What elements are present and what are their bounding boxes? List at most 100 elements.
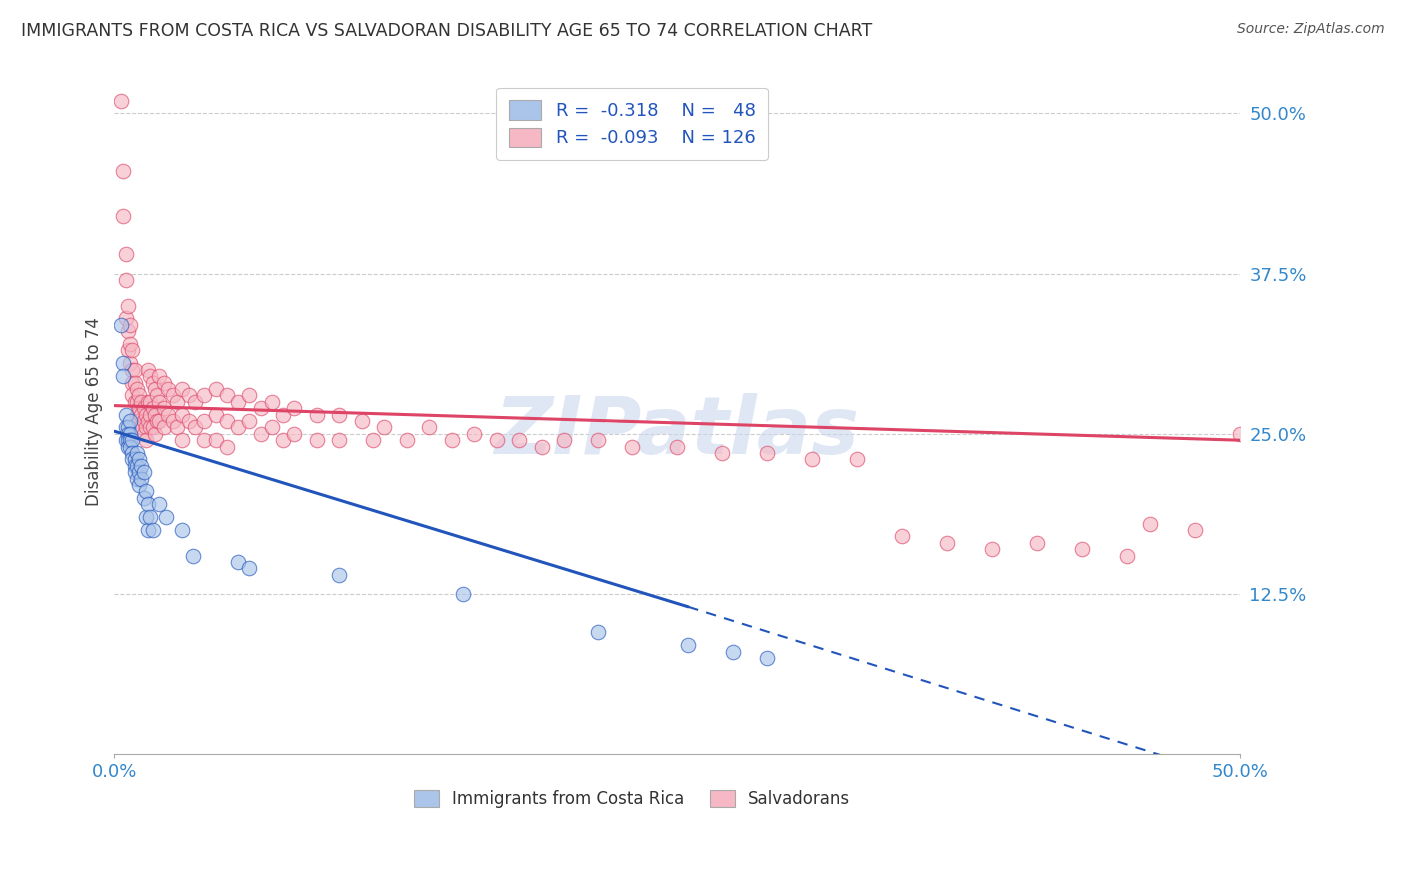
Point <box>756 651 779 665</box>
Point <box>1139 516 1161 531</box>
Point <box>305 408 328 422</box>
Point <box>170 523 193 537</box>
Point <box>1184 523 1206 537</box>
Point <box>148 414 170 428</box>
Point <box>136 497 159 511</box>
Point <box>131 394 153 409</box>
Point <box>110 94 132 108</box>
Point <box>135 420 157 434</box>
Point <box>676 638 699 652</box>
Point <box>136 414 159 428</box>
Point <box>328 567 350 582</box>
Text: Source: ZipAtlas.com: Source: ZipAtlas.com <box>1237 22 1385 37</box>
Point <box>155 510 177 524</box>
Point <box>148 369 170 384</box>
Point <box>114 408 136 422</box>
Point <box>139 408 162 422</box>
Point <box>711 446 734 460</box>
Point <box>132 465 155 479</box>
Point <box>124 465 146 479</box>
Point <box>184 420 207 434</box>
Point <box>162 388 184 402</box>
Point <box>121 376 143 390</box>
Point <box>132 491 155 505</box>
Point <box>451 587 474 601</box>
Point <box>135 434 157 448</box>
Point <box>124 452 146 467</box>
Point <box>801 452 824 467</box>
Point <box>1229 426 1251 441</box>
Point <box>153 420 176 434</box>
Point <box>170 434 193 448</box>
Point <box>177 414 200 428</box>
Point <box>131 420 153 434</box>
Point <box>135 408 157 422</box>
Point <box>665 440 688 454</box>
Point <box>112 164 135 178</box>
Point <box>121 362 143 376</box>
Point <box>350 414 373 428</box>
Point <box>142 420 165 434</box>
Point <box>136 394 159 409</box>
Point <box>440 434 463 448</box>
Point <box>271 434 294 448</box>
Point <box>135 510 157 524</box>
Point <box>485 434 508 448</box>
Point <box>112 356 135 370</box>
Point <box>271 408 294 422</box>
Point <box>463 426 485 441</box>
Point <box>132 426 155 441</box>
Point <box>157 382 180 396</box>
Point <box>162 414 184 428</box>
Point <box>193 388 215 402</box>
Point <box>128 452 150 467</box>
Point <box>553 434 575 448</box>
Point <box>125 382 148 396</box>
Point <box>620 440 643 454</box>
Point <box>117 420 139 434</box>
Point <box>936 535 959 549</box>
Point <box>114 273 136 287</box>
Point <box>215 440 238 454</box>
Point <box>120 434 142 448</box>
Point <box>1026 535 1049 549</box>
Point <box>170 408 193 422</box>
Point <box>723 645 745 659</box>
Point <box>117 324 139 338</box>
Point <box>1116 549 1139 563</box>
Point <box>139 394 162 409</box>
Point <box>121 452 143 467</box>
Point <box>166 394 188 409</box>
Point <box>128 388 150 402</box>
Point <box>139 369 162 384</box>
Point <box>328 408 350 422</box>
Point <box>204 382 226 396</box>
Point <box>120 426 142 441</box>
Point <box>170 382 193 396</box>
Point <box>373 420 395 434</box>
Point <box>756 446 779 460</box>
Point <box>226 420 249 434</box>
Point <box>238 414 260 428</box>
Point <box>361 434 384 448</box>
Point <box>215 414 238 428</box>
Text: IMMIGRANTS FROM COSTA RICA VS SALVADORAN DISABILITY AGE 65 TO 74 CORRELATION CHA: IMMIGRANTS FROM COSTA RICA VS SALVADORAN… <box>21 22 872 40</box>
Point <box>260 420 283 434</box>
Point <box>128 401 150 416</box>
Point <box>204 434 226 448</box>
Legend: Immigrants from Costa Rica, Salvadorans: Immigrants from Costa Rica, Salvadorans <box>408 783 856 814</box>
Text: ZIPatlas: ZIPatlas <box>495 393 859 471</box>
Point <box>146 388 169 402</box>
Y-axis label: Disability Age 65 to 74: Disability Age 65 to 74 <box>86 317 103 506</box>
Point <box>177 388 200 402</box>
Point <box>128 478 150 492</box>
Point <box>283 401 305 416</box>
Point <box>143 426 166 441</box>
Point <box>128 465 150 479</box>
Point <box>143 408 166 422</box>
Point <box>117 299 139 313</box>
Point <box>136 362 159 376</box>
Point <box>418 420 440 434</box>
Point <box>125 472 148 486</box>
Point <box>120 440 142 454</box>
